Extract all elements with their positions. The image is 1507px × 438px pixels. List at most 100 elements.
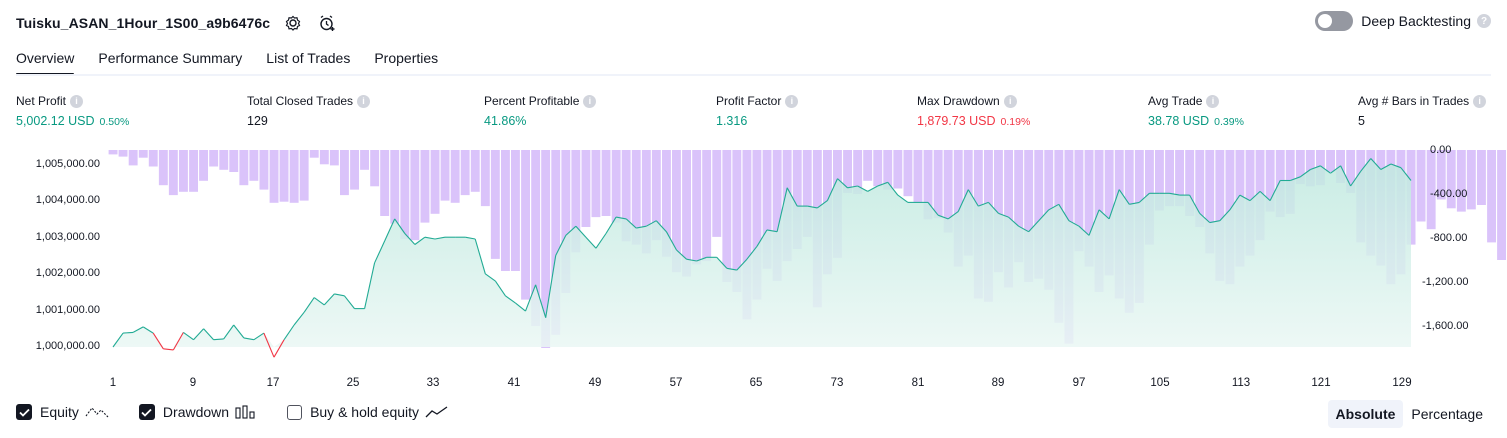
equity-segment	[746, 245, 758, 260]
drawdown-bar	[873, 150, 883, 187]
equity-segment	[465, 236, 476, 240]
equity-segment	[1068, 220, 1080, 227]
equity-segment	[1088, 209, 1100, 236]
equity-segment	[887, 181, 899, 196]
metric-total-closed-trades: Total Closed Trades i 129	[247, 94, 371, 128]
drawdown-bar	[1145, 150, 1154, 245]
legend-equity[interactable]: Equity	[16, 404, 109, 420]
tab-performance-summary[interactable]: Performance Summary	[98, 50, 243, 66]
metric-net-profit: Net Profit i 5,002.12 USD 0.50%	[16, 94, 129, 128]
trend-line-icon	[425, 405, 449, 419]
equity-segment	[424, 236, 436, 240]
tab-overview[interactable]: Overview	[16, 44, 75, 76]
info-icon[interactable]: i	[785, 94, 799, 108]
alarm-add-icon[interactable]	[316, 12, 338, 34]
drawdown-bar	[571, 150, 581, 253]
metric-label: Net Profit	[16, 94, 67, 108]
tab-list-of-trades[interactable]: List of Trades	[266, 50, 351, 66]
info-icon[interactable]: i	[583, 94, 597, 108]
deep-backtesting-toggle[interactable]	[1315, 11, 1354, 31]
equity-segment	[515, 302, 526, 312]
equity-checkbox[interactable]	[16, 404, 32, 420]
metric-avg-trade: Avg Trade i 38.78 USD 0.39%	[1148, 94, 1244, 128]
equity-segment	[1330, 165, 1341, 174]
drawdown-bar	[350, 150, 359, 190]
equity-segment	[766, 229, 778, 233]
tab-divider	[16, 74, 1491, 76]
drawdown-bar	[148, 150, 158, 167]
info-icon[interactable]: i	[357, 94, 371, 108]
equity-segment	[1239, 194, 1251, 202]
equity-segment	[1058, 204, 1070, 221]
drawdown-checkbox[interactable]	[138, 404, 155, 420]
drawdown-bar	[762, 150, 772, 269]
info-icon[interactable]: i	[1206, 94, 1220, 108]
drawdown-bar	[1386, 150, 1396, 285]
x-axis-tick: 81	[911, 377, 925, 389]
toggle-knob	[1318, 14, 1333, 28]
drawdown-bar	[1094, 150, 1104, 292]
equity-segment	[565, 225, 577, 236]
equity-segment	[142, 326, 154, 334]
help-icon[interactable]: ?	[1477, 14, 1491, 28]
equity-segment	[1380, 163, 1392, 170]
drawdown-bar	[128, 150, 138, 166]
equity-segment	[484, 273, 496, 282]
equity-segment	[877, 181, 888, 187]
drawdown-bar	[1265, 150, 1275, 212]
deep-backtesting-control: Deep Backtesting ?	[1315, 11, 1491, 31]
drawdown-bar	[1245, 150, 1255, 256]
drawdown-bar	[1215, 150, 1225, 281]
equity-segment	[494, 280, 506, 297]
drawdown-bar	[1376, 150, 1386, 266]
left-axis-tick: 1,004,000.00	[35, 194, 100, 206]
equity-segment	[1340, 165, 1352, 187]
drawdown-bar	[1356, 150, 1366, 243]
equity-segment	[1229, 194, 1241, 211]
equity-segment	[123, 331, 134, 334]
equity-segment	[595, 233, 607, 249]
settings-icon[interactable]	[282, 12, 304, 34]
equity-segment	[1249, 190, 1261, 202]
legend-buy-hold[interactable]: Buy & hold equity	[287, 404, 449, 420]
equity-segment	[384, 218, 396, 242]
equity-segment	[243, 337, 254, 341]
info-icon[interactable]: i	[1003, 94, 1017, 108]
buy-hold-checkbox[interactable]	[287, 404, 303, 420]
equity-segment	[183, 331, 194, 341]
tab-bar: Overview Performance Summary List of Tra…	[16, 44, 462, 76]
drawdown-bar	[440, 150, 450, 201]
drawdown-bar	[410, 150, 420, 241]
x-axis-tick: 17	[266, 377, 280, 389]
drawdown-bar	[722, 150, 732, 282]
percentage-button[interactable]: Percentage	[1411, 406, 1483, 422]
x-axis-tick: 9	[189, 377, 197, 389]
info-icon[interactable]: i	[1473, 94, 1487, 108]
drawdown-bar	[279, 150, 289, 202]
drawdown-bar	[893, 150, 903, 189]
equity-area	[113, 158, 1411, 347]
info-icon[interactable]: i	[70, 94, 84, 108]
drawdown-bar	[1134, 150, 1144, 303]
equity-segment	[1259, 190, 1271, 202]
right-axis-tick: -800.00	[1430, 232, 1468, 244]
drawdown-bar	[1155, 150, 1164, 211]
equity-segment	[1400, 167, 1412, 181]
drawdown-bar	[802, 150, 812, 237]
equity-segment	[364, 262, 376, 309]
equity-segment	[1169, 192, 1180, 196]
equity-segment	[1048, 203, 1060, 211]
drawdown-bar	[1275, 150, 1285, 218]
absolute-button[interactable]: Absolute	[1327, 400, 1404, 428]
equity-segment	[535, 284, 547, 318]
legend-drawdown[interactable]: Drawdown	[138, 404, 257, 420]
tab-properties[interactable]: Properties	[374, 50, 439, 66]
x-axis-tick: 33	[426, 377, 440, 389]
drawdown-bar	[168, 150, 178, 196]
drawdown-bar	[662, 150, 671, 257]
drawdown-bar	[1205, 150, 1215, 254]
drawdown-bar	[752, 150, 762, 300]
equity-segment	[1269, 180, 1281, 201]
drawdown-bar	[1195, 150, 1205, 227]
drawdown-bar	[1225, 150, 1235, 285]
